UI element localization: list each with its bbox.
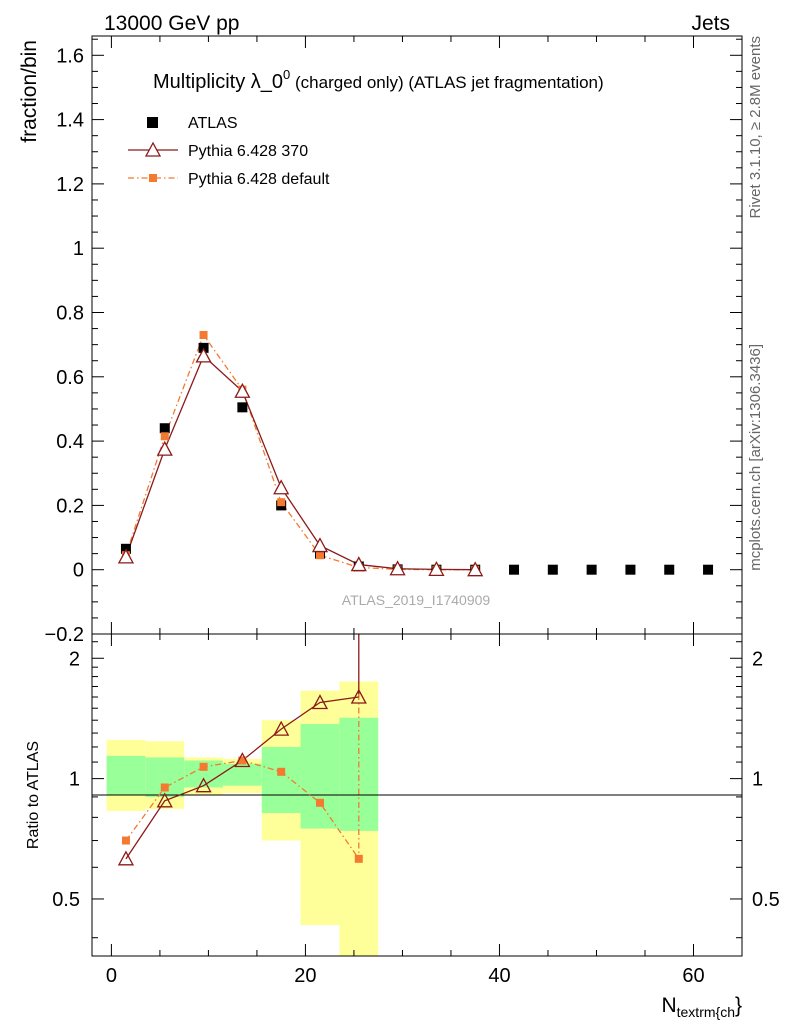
ratio-band-inner <box>261 746 301 814</box>
ratio-uncertainty-bands <box>106 681 379 956</box>
pythia370-point <box>389 560 406 576</box>
upper-ytick-label: 0 <box>73 560 84 582</box>
lower-ytick-label-right: 1 <box>752 769 763 791</box>
pythia370-point <box>273 479 290 495</box>
pythia370-ratio-point <box>156 792 173 808</box>
pythia-default-ratio-point <box>238 756 247 765</box>
legend-pythia370-label: Pythia 6.428 370 <box>188 143 308 160</box>
upper-series-layer <box>117 331 714 577</box>
pythia-default-ratio-point <box>199 762 208 771</box>
pythia-default-ratio-point <box>354 854 363 863</box>
plot-title-rest: (charged only) (ATLAS jet fragmentation) <box>290 73 603 92</box>
lower-ytick-label: 2 <box>69 648 80 670</box>
atlas-point <box>586 564 597 575</box>
atlas-point <box>625 564 636 575</box>
pythia-default-point <box>160 432 169 441</box>
upper-ytick-label: −0.2 <box>45 624 84 646</box>
pythia-default-ratio-point <box>121 836 130 845</box>
upper-ytick-label: 1.4 <box>56 110 84 132</box>
pythia370-point <box>117 548 135 564</box>
atlas-point <box>237 402 248 413</box>
analysis-watermark: ATLAS_2019_I1740909 <box>342 592 491 608</box>
legend-atlas-label: ATLAS <box>188 115 238 132</box>
x-axis-label-sub: textrm{ch <box>677 1004 735 1020</box>
upper-axis-ticks: −0.2 0 0.2 0.4 0.6 0.8 1 1.2 1.4 1.6 <box>45 36 742 646</box>
pythia370-point <box>234 382 251 398</box>
upper-ytick-label: 1.2 <box>56 174 84 196</box>
atlas-point <box>509 564 520 575</box>
ratio-band-inner <box>222 763 262 786</box>
pythia370-ratio-point <box>273 720 290 736</box>
header-left: 13000 GeV pp <box>104 12 239 35</box>
lower-xtick-label: 40 <box>488 965 510 987</box>
lower-ytick-label-right: 2 <box>752 648 763 670</box>
pythia370-ratio-point <box>195 777 212 793</box>
lower-xtick-label: 0 <box>106 965 117 987</box>
upper-ytick-label: 0.2 <box>56 495 84 517</box>
plot-title: Multiplicity λ_00 (charged only) (ATLAS … <box>153 67 604 93</box>
lower-ylabel: Ratio to ATLAS <box>25 741 42 849</box>
upper-ytick-label: 0.8 <box>56 302 84 324</box>
lower-xtick-label: 20 <box>294 965 316 987</box>
plot-title-main: Multiplicity λ_0 <box>153 71 283 93</box>
pythia370-point <box>428 561 445 577</box>
atlas-point <box>664 564 675 575</box>
pythia-default-point <box>199 331 208 339</box>
pythia370-point <box>350 556 367 572</box>
plot-title-sup: 0 <box>283 67 290 82</box>
atlas-point <box>159 423 170 434</box>
pythia370-point <box>311 537 329 553</box>
pythia370-ratio-point <box>350 688 367 704</box>
pythia-default-point <box>277 498 286 507</box>
upper-ylabel: fraction/bin <box>18 40 41 143</box>
upper-ytick-label: 1.6 <box>56 45 84 67</box>
lower-series-layer <box>117 634 367 866</box>
x-axis-label-main: N <box>661 994 676 1017</box>
lower-ytick-label: 0.5 <box>52 889 80 911</box>
legend: ATLAS Pythia 6.428 370 Pythia 6.428 defa… <box>128 115 330 188</box>
upper-ytick-label: 0.4 <box>56 431 84 453</box>
legend-atlas-marker <box>147 117 158 128</box>
pythia-default-point <box>315 551 324 560</box>
lower-ytick-label-right: 0.5 <box>752 889 780 911</box>
pythia370-line <box>125 354 476 571</box>
pythia370-ratio-point <box>117 850 135 866</box>
pythia-default-line <box>125 333 476 571</box>
upper-ytick-label: 1 <box>73 238 84 260</box>
legend-pythia-default-marker <box>149 174 157 182</box>
legend-pythia370-marker <box>144 141 162 157</box>
pythia-default-ratio-point <box>315 798 324 807</box>
lower-axis-ticks: 0.5 0.51 12 20 20 40 60 <box>52 634 780 987</box>
ratio-band-inner <box>300 723 340 829</box>
lower-xtick-label: 60 <box>682 965 704 987</box>
lower-ytick-label: 1 <box>69 769 80 791</box>
pythia370-point <box>467 561 484 577</box>
pythia-default-ratio-point <box>277 767 286 776</box>
pythia370-point <box>195 347 212 363</box>
pythia370-ratio-point <box>311 694 329 710</box>
lower-plot-frame <box>91 633 743 957</box>
legend-pythia-default-label: Pythia 6.428 default <box>188 171 330 188</box>
x-axis-label: Ntextrm{ch} <box>661 994 742 1020</box>
pythia-default-ratio-point <box>160 783 169 792</box>
mcplots-label: mcplots.cern.ch [arXiv:1306.3436] <box>747 344 764 571</box>
header-right: Jets <box>691 12 730 35</box>
pythia370-ratio-point <box>234 752 251 768</box>
atlas-point <box>547 564 558 575</box>
pythia370-point <box>156 440 173 456</box>
ratio-band-inner <box>106 755 146 795</box>
rivet-label: Rivet 3.1.10, ≥ 2.8M events <box>747 36 764 219</box>
upper-ytick-label: 0.6 <box>56 367 84 389</box>
x-axis-label-close: } <box>735 994 742 1017</box>
atlas-point <box>703 564 714 575</box>
